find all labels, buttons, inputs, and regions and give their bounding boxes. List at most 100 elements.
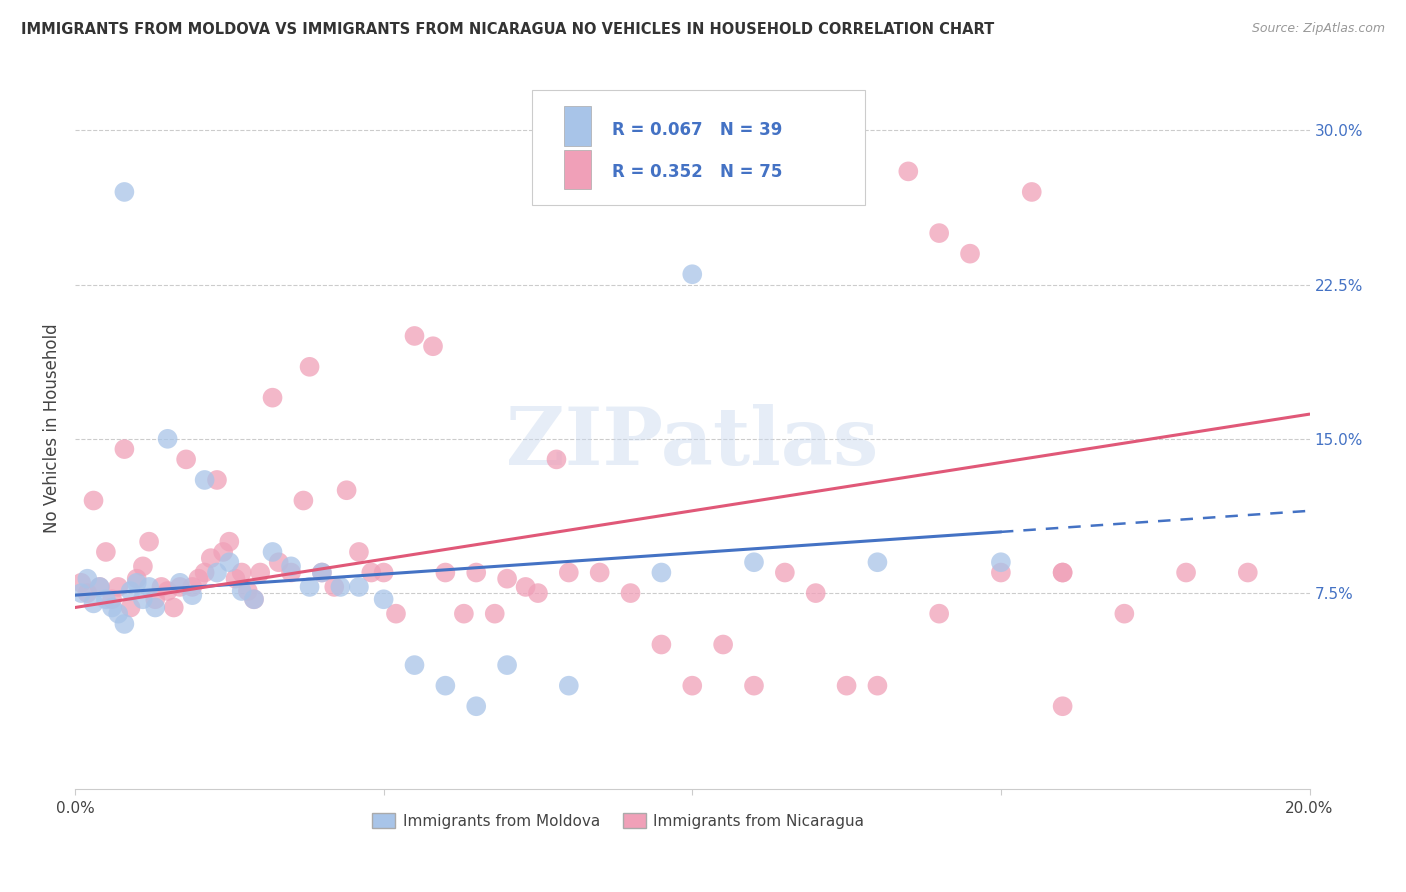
Point	[835, 679, 858, 693]
Point	[76, 586, 98, 600]
Point	[959, 246, 981, 260]
Point	[990, 555, 1012, 569]
Point	[404, 329, 426, 343]
Point	[231, 566, 253, 580]
Point	[589, 566, 612, 580]
Point	[76, 572, 98, 586]
Text: IMMIGRANTS FROM MOLDOVA VS IMMIGRANTS FROM NICARAGUA NO VEHICLES IN HOUSEHOLD CO: IMMIGRANTS FROM MOLDOVA VS IMMIGRANTS FR…	[21, 22, 994, 37]
Point	[298, 359, 321, 374]
Point	[143, 592, 166, 607]
Y-axis label: No Vehicles in Household: No Vehicles in Household	[44, 324, 60, 533]
Point	[298, 580, 321, 594]
Point	[243, 592, 266, 607]
Point	[94, 592, 117, 607]
Point	[1175, 566, 1198, 580]
Point	[194, 473, 217, 487]
Point	[205, 473, 228, 487]
Point	[89, 580, 111, 594]
Point	[101, 600, 124, 615]
Point	[434, 679, 457, 693]
Point	[218, 555, 240, 569]
Point	[292, 493, 315, 508]
Point	[515, 580, 537, 594]
Point	[373, 566, 395, 580]
Point	[101, 592, 124, 607]
Text: R = 0.352   N = 75: R = 0.352 N = 75	[612, 163, 782, 181]
Point	[107, 580, 129, 594]
Point	[311, 566, 333, 580]
Point	[83, 493, 105, 508]
Point	[465, 566, 488, 580]
Point	[1021, 185, 1043, 199]
Point	[928, 226, 950, 240]
Point	[280, 566, 302, 580]
Point	[1052, 566, 1074, 580]
Point	[711, 638, 734, 652]
Point	[205, 566, 228, 580]
Point	[262, 391, 284, 405]
Point	[125, 572, 148, 586]
Point	[187, 572, 209, 586]
Point	[323, 580, 346, 594]
Point	[336, 483, 359, 498]
FancyBboxPatch shape	[564, 150, 591, 189]
Point	[373, 592, 395, 607]
Point	[453, 607, 475, 621]
Point	[89, 580, 111, 594]
Point	[311, 566, 333, 580]
Point	[218, 534, 240, 549]
Point	[120, 584, 142, 599]
Point	[169, 580, 191, 594]
Point	[94, 545, 117, 559]
Point	[107, 607, 129, 621]
Point	[156, 584, 179, 599]
Point	[496, 658, 519, 673]
Point	[742, 555, 765, 569]
Point	[484, 607, 506, 621]
Point	[132, 592, 155, 607]
Point	[681, 679, 703, 693]
Point	[347, 580, 370, 594]
Point	[434, 566, 457, 580]
Point	[360, 566, 382, 580]
Point	[496, 572, 519, 586]
Point	[527, 586, 550, 600]
Text: R = 0.067   N = 39: R = 0.067 N = 39	[612, 120, 782, 139]
Point	[150, 580, 173, 594]
Point	[681, 267, 703, 281]
Point	[243, 592, 266, 607]
Point	[329, 580, 352, 594]
Point	[112, 185, 135, 199]
Point	[138, 534, 160, 549]
Point	[181, 588, 204, 602]
Point	[650, 638, 672, 652]
Point	[132, 559, 155, 574]
Point	[558, 679, 581, 693]
Text: Source: ZipAtlas.com: Source: ZipAtlas.com	[1251, 22, 1385, 36]
Point	[181, 580, 204, 594]
Point	[422, 339, 444, 353]
Point	[83, 596, 105, 610]
Point	[194, 566, 217, 580]
Point	[1236, 566, 1258, 580]
Text: ZIPatlas: ZIPatlas	[506, 404, 879, 482]
Point	[224, 572, 246, 586]
Point	[546, 452, 568, 467]
Point	[262, 545, 284, 559]
Point	[249, 566, 271, 580]
Point	[169, 575, 191, 590]
Point	[125, 575, 148, 590]
Point	[174, 452, 197, 467]
Point	[280, 559, 302, 574]
Point	[112, 616, 135, 631]
Point	[236, 584, 259, 599]
FancyBboxPatch shape	[531, 90, 865, 205]
Point	[267, 555, 290, 569]
Point	[143, 600, 166, 615]
Point	[385, 607, 408, 621]
Point	[619, 586, 641, 600]
Point	[1052, 566, 1074, 580]
Legend: Immigrants from Moldova, Immigrants from Nicaragua: Immigrants from Moldova, Immigrants from…	[366, 806, 870, 835]
Point	[897, 164, 920, 178]
Point	[212, 545, 235, 559]
